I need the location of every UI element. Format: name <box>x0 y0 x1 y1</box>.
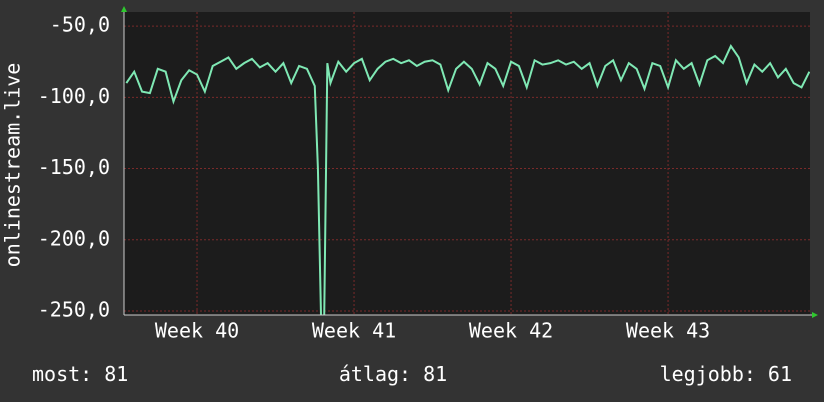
data-line <box>125 44 810 315</box>
stat: most: 81 <box>32 362 128 386</box>
stat-label: átlag: <box>339 362 411 386</box>
y-tick-label: -150,0 <box>38 155 110 179</box>
y-axis-label: onlinestream.live <box>1 63 25 268</box>
y-tick-label: -250,0 <box>38 298 110 322</box>
x-tick-label: Week 41 <box>312 319 396 343</box>
axis-arrow <box>121 6 127 12</box>
stat: legjobb: 61 <box>660 362 792 386</box>
y-tick-label: -50,0 <box>50 13 110 37</box>
x-tick-label: Week 42 <box>469 319 553 343</box>
y-tick-label: -100,0 <box>38 84 110 108</box>
stat: átlag: 81 <box>339 362 447 386</box>
x-tick-label: Week 40 <box>155 319 239 343</box>
plot-area <box>124 12 810 315</box>
stat-value: 81 <box>423 362 447 386</box>
y-tick-label: -200,0 <box>38 226 110 250</box>
stat-label: legjobb: <box>660 362 756 386</box>
stat-value: 61 <box>768 362 792 386</box>
axis-arrow <box>812 312 818 318</box>
stat-label: most: <box>32 362 92 386</box>
stat-value: 81 <box>104 362 128 386</box>
x-tick-label: Week 43 <box>626 319 710 343</box>
